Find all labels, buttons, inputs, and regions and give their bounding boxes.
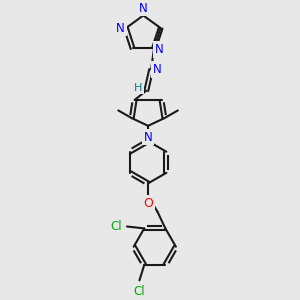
Text: N: N: [144, 130, 152, 144]
Text: O: O: [143, 197, 153, 210]
Text: N: N: [116, 22, 125, 34]
Text: Cl: Cl: [134, 285, 145, 298]
Text: Cl: Cl: [111, 220, 122, 233]
Text: N: N: [155, 43, 164, 56]
Text: N: N: [153, 63, 162, 76]
Text: H: H: [134, 83, 142, 93]
Text: N: N: [139, 2, 148, 14]
